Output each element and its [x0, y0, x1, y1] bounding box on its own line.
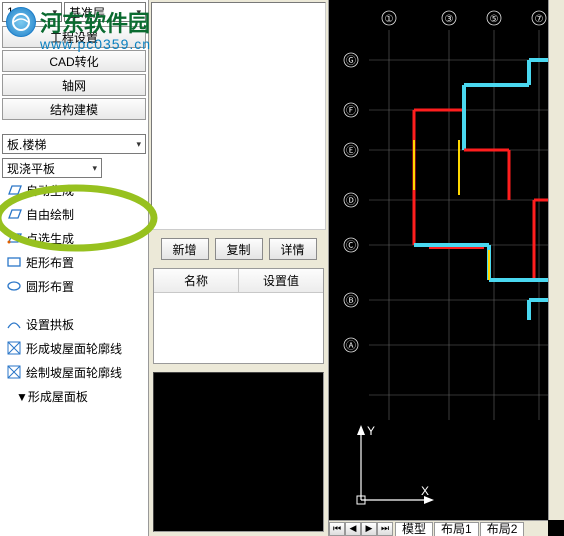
cad-viewport[interactable]: ① ③ ⑤ ⑦ Ⓖ Ⓕ Ⓔ Ⓓ Ⓒ Ⓑ Ⓐ Y X ⏮ ◀ ▶ ⏭ 模型 布局1 布局2 — [329, 0, 564, 536]
detail-button[interactable]: 详情 — [269, 238, 317, 260]
svg-text:⑦: ⑦ — [535, 14, 544, 25]
col-value: 设置值 — [239, 269, 323, 292]
svg-text:①: ① — [385, 14, 394, 25]
scroll-last-icon[interactable]: ⏭ — [377, 522, 393, 536]
property-table: 名称 设置值 — [153, 268, 324, 364]
collapse-item[interactable]: ▼形成屋面板 — [2, 384, 146, 408]
layer-select[interactable]: 基准层 ▾ — [64, 2, 146, 22]
category-label: 板.楼梯 — [7, 136, 46, 153]
x-icon — [6, 364, 22, 380]
item-label: 设置拱板 — [26, 316, 74, 333]
svg-text:Ⓖ: Ⓖ — [346, 55, 356, 67]
chevron-down-icon: ▾ — [136, 139, 141, 150]
item-label: 矩形布置 — [26, 254, 74, 271]
chevron-down-icon: ▾ — [52, 7, 57, 18]
tool-list: 自动生成 自由绘制 点选生成 矩形布置 圆形布置 设置拱板 — [2, 178, 146, 534]
copy-button[interactable]: 复制 — [215, 238, 263, 260]
btn-cad-convert[interactable]: CAD转化 — [2, 50, 146, 72]
svg-text:Ⓓ: Ⓓ — [346, 195, 356, 207]
chevron-down-icon: ▾ — [136, 7, 141, 18]
floor-select[interactable]: 1 ▾ — [2, 2, 62, 22]
list-item[interactable]: 设置拱板 — [2, 312, 146, 336]
parallelogram-icon — [6, 206, 22, 222]
col-name: 名称 — [154, 269, 239, 292]
layer-label: 基准层 — [69, 4, 105, 21]
scroll-prev-icon[interactable]: ◀ — [345, 522, 361, 536]
svg-text:③: ③ — [445, 14, 454, 25]
horizontal-scrollbar[interactable]: ⏮ ◀ ▶ ⏭ 模型 布局1 布局2 — [329, 520, 548, 536]
floor-value: 1 — [7, 5, 14, 19]
item-label: 绘制坡屋面轮廓线 — [26, 364, 122, 381]
chevron-down-icon: ▾ — [92, 163, 97, 174]
arc-icon — [6, 316, 22, 332]
vertical-scrollbar[interactable] — [548, 0, 564, 520]
item-label: 点选生成 — [26, 230, 74, 247]
svg-text:Y: Y — [367, 424, 375, 438]
scroll-next-icon[interactable]: ▶ — [361, 522, 377, 536]
preview-box — [153, 372, 324, 532]
new-button[interactable]: 新增 — [161, 238, 209, 260]
list-item[interactable]: 圆形布置 — [2, 274, 146, 298]
list-item[interactable]: 自由绘制 — [2, 202, 146, 226]
subtype-select[interactable]: 现浇平板 ▾ — [2, 158, 102, 178]
list-item[interactable]: 绘制坡屋面轮廓线 — [2, 360, 146, 384]
svg-text:Ⓕ: Ⓕ — [346, 105, 356, 117]
cad-drawing: ① ③ ⑤ ⑦ Ⓖ Ⓕ Ⓔ Ⓓ Ⓒ Ⓑ Ⓐ Y X — [329, 0, 564, 520]
svg-text:X: X — [421, 484, 429, 498]
property-body[interactable] — [154, 293, 323, 363]
list-item[interactable]: 矩形布置 — [2, 250, 146, 274]
svg-text:Ⓒ: Ⓒ — [346, 240, 356, 252]
mid-list-box[interactable] — [151, 2, 326, 230]
svg-text:Ⓑ: Ⓑ — [346, 295, 356, 307]
collapse-label: ▼形成屋面板 — [16, 388, 88, 405]
list-item[interactable]: 形成坡屋面轮廓线 — [2, 336, 146, 360]
item-label: 圆形布置 — [26, 278, 74, 295]
rect-icon — [6, 254, 22, 270]
btn-project-settings[interactable]: 工程设置 — [2, 26, 146, 48]
btn-struct-model[interactable]: 结构建模 — [2, 98, 146, 120]
item-label: 自由绘制 — [26, 206, 74, 223]
category-select[interactable]: 板.楼梯 ▾ — [2, 134, 146, 154]
scroll-first-icon[interactable]: ⏮ — [329, 522, 345, 536]
subtype-label: 现浇平板 — [7, 160, 55, 177]
btn-axis-grid[interactable]: 轴网 — [2, 74, 146, 96]
tab-layout1[interactable]: 布局1 — [434, 522, 479, 536]
tab-layout2[interactable]: 布局2 — [480, 522, 525, 536]
circle-icon — [6, 278, 22, 294]
left-panel: 1 ▾ 基准层 ▾ 工程设置 CAD转化 轴网 结构建模 板.楼梯 ▾ 现浇平板… — [0, 0, 149, 536]
svg-text:Ⓐ: Ⓐ — [346, 340, 356, 352]
list-item[interactable]: 自动生成 — [2, 178, 146, 202]
svg-text:Ⓔ: Ⓔ — [346, 145, 356, 157]
item-label: 形成坡屋面轮廓线 — [26, 340, 122, 357]
parallelogram-corner-icon — [6, 230, 22, 246]
svg-text:⑤: ⑤ — [490, 14, 499, 25]
mid-panel: 新增 复制 详情 名称 设置值 — [149, 0, 329, 536]
x-icon — [6, 340, 22, 356]
tab-model[interactable]: 模型 — [395, 522, 433, 536]
parallelogram-icon — [6, 182, 22, 198]
list-item[interactable]: 点选生成 — [2, 226, 146, 250]
item-label: 自动生成 — [26, 182, 74, 199]
